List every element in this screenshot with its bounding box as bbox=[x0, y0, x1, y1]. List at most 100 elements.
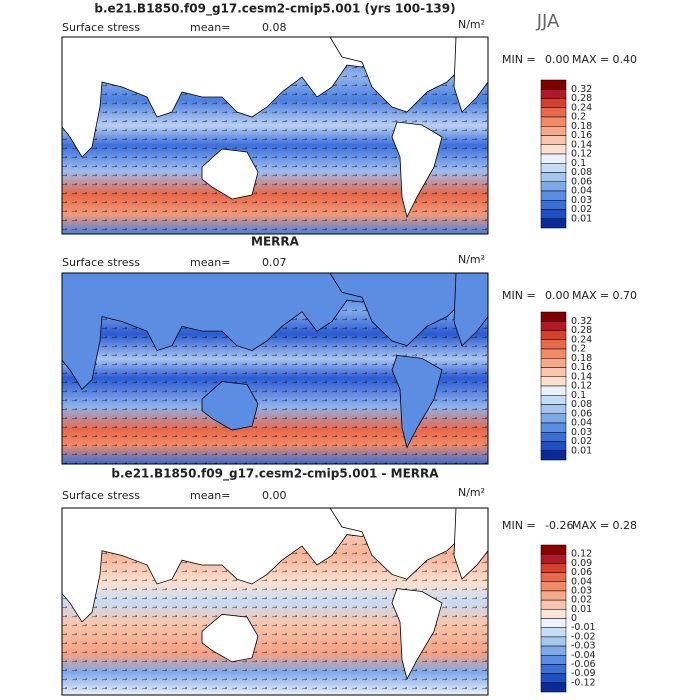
colorbar-label: 0.06 bbox=[571, 176, 592, 187]
min-value: 0.00 bbox=[545, 289, 570, 302]
colorbar-label: -0.01 bbox=[571, 622, 596, 633]
colorbar-label: 0.06 bbox=[571, 408, 592, 419]
colorbar-box bbox=[540, 645, 567, 656]
colorbar-box bbox=[540, 321, 567, 331]
colorbar-box bbox=[540, 404, 567, 414]
colorbar-label: 0.01 bbox=[571, 445, 592, 456]
variable-label: Surface stress bbox=[62, 256, 140, 269]
map bbox=[61, 507, 489, 696]
variable-label: Surface stress bbox=[62, 21, 140, 34]
colorbar-box bbox=[540, 682, 567, 693]
colorbar-box bbox=[540, 172, 567, 182]
max-value: 0.40 bbox=[613, 53, 638, 66]
min-value: 0.00 bbox=[545, 53, 570, 66]
max-value: 0.28 bbox=[613, 519, 638, 532]
colorbar-label: 0.28 bbox=[571, 93, 592, 104]
colorbar-label: -0.03 bbox=[571, 641, 596, 652]
colorbar-box bbox=[540, 450, 567, 461]
mean-label: mean= bbox=[190, 489, 230, 502]
colorbar-box bbox=[540, 385, 567, 396]
colorbar-box bbox=[540, 181, 567, 192]
colorbar-box bbox=[540, 218, 567, 229]
colorbar-label: 0.14 bbox=[571, 371, 592, 382]
mean-label: mean= bbox=[190, 21, 230, 34]
colorbar-box bbox=[540, 413, 567, 424]
colorbar-label: 0.02 bbox=[571, 436, 592, 447]
colorbar-box bbox=[540, 627, 567, 638]
max-label: MAX = bbox=[572, 289, 609, 302]
colorbar-label: 0.06 bbox=[571, 567, 592, 578]
colorbar-label: 0.12 bbox=[571, 381, 592, 392]
units: N/m² bbox=[458, 253, 485, 266]
colorbar-label: 0.32 bbox=[571, 316, 592, 327]
colorbar-label: -0.06 bbox=[571, 659, 596, 670]
colorbar-label: 0.14 bbox=[571, 139, 592, 150]
colorbar-box bbox=[540, 190, 567, 201]
colorbar-label: 0.18 bbox=[571, 121, 592, 132]
colorbar-box bbox=[540, 200, 567, 210]
colorbar-box bbox=[540, 339, 567, 350]
colorbar-label: -0.09 bbox=[571, 668, 596, 679]
colorbar-box bbox=[540, 422, 567, 433]
colorbar-label: 0 bbox=[571, 613, 577, 624]
colorbar-box bbox=[540, 563, 567, 573]
colorbar-label: 0.32 bbox=[571, 84, 592, 95]
units: N/m² bbox=[458, 486, 485, 499]
colorbar-box bbox=[540, 126, 567, 136]
max-label: MAX = bbox=[572, 519, 609, 532]
colorbar-box bbox=[540, 358, 567, 368]
colorbar-box bbox=[540, 395, 567, 405]
colorbar-box bbox=[540, 609, 567, 619]
colorbar-box bbox=[540, 144, 567, 155]
colorbar-label: -0.02 bbox=[571, 631, 596, 642]
colorbar-label: 0.24 bbox=[571, 102, 592, 113]
colorbar-box bbox=[540, 89, 567, 99]
colorbar-label: 0.02 bbox=[571, 204, 592, 215]
min-label: MIN = bbox=[502, 519, 536, 532]
colorbar-label: 0.2 bbox=[571, 344, 586, 355]
colorbar-box bbox=[540, 655, 567, 665]
colorbar-label: 0.02 bbox=[571, 595, 592, 606]
colorbar-box bbox=[540, 116, 567, 127]
colorbar-label: -0.04 bbox=[571, 650, 596, 661]
min-value: -0.26 bbox=[545, 519, 573, 532]
mean-label: mean= bbox=[190, 256, 230, 269]
colorbar-label: 0.24 bbox=[571, 334, 592, 345]
map-frame bbox=[61, 507, 489, 696]
colorbar-label: 0.03 bbox=[571, 195, 592, 206]
mean-value: 0.07 bbox=[262, 256, 287, 269]
colorbar-label: 0.04 bbox=[571, 186, 592, 197]
colorbar-label: 0.16 bbox=[571, 130, 592, 141]
map-frame bbox=[61, 272, 489, 465]
colorbar-label: -0.12 bbox=[571, 677, 596, 688]
colorbar-box bbox=[540, 673, 567, 684]
mean-value: 0.08 bbox=[262, 21, 287, 34]
colorbar-box bbox=[540, 544, 567, 555]
panel-title: MERRA bbox=[251, 235, 300, 249]
season: JJA bbox=[536, 11, 560, 32]
colorbar-box bbox=[540, 163, 567, 173]
colorbar-label: 0.16 bbox=[571, 362, 592, 373]
colorbar-label: 0.03 bbox=[571, 585, 592, 596]
colorbar-label: 0.08 bbox=[571, 399, 592, 410]
colorbar-box bbox=[540, 311, 567, 322]
colorbar-box bbox=[540, 553, 567, 564]
colorbar-label: 0.01 bbox=[571, 604, 592, 615]
colorbar-box bbox=[540, 79, 567, 90]
figure-title: b.e21.B1850.f09_g17.cesm2-cmip5.001 (yrs… bbox=[94, 2, 455, 17]
colorbar-box bbox=[540, 107, 567, 118]
colorbar-label: 0.2 bbox=[571, 112, 586, 123]
colorbar-box bbox=[540, 572, 567, 582]
colorbar-box bbox=[540, 376, 567, 387]
mean-value: 0.00 bbox=[262, 489, 287, 502]
colorbar-box bbox=[540, 348, 567, 359]
colorbar-box bbox=[540, 599, 567, 610]
colorbar-label: 0.03 bbox=[571, 427, 592, 438]
colorbar-box bbox=[540, 135, 567, 145]
colorbar-label: 0.01 bbox=[571, 213, 592, 224]
colorbar-label: 0.1 bbox=[571, 158, 586, 169]
colorbar-label: 0.12 bbox=[571, 549, 592, 560]
colorbar-box bbox=[540, 664, 567, 674]
max-label: MAX = bbox=[572, 53, 609, 66]
colorbar-label: 0.09 bbox=[571, 558, 592, 569]
